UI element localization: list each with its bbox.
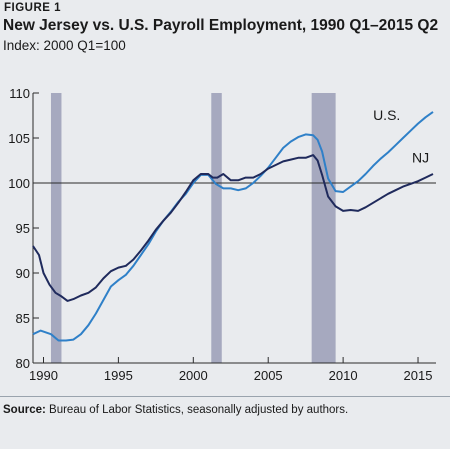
y-tick-label: 90 — [16, 266, 30, 281]
figure-label: FIGURE 1 — [4, 2, 62, 14]
y-tick-label: 110 — [9, 86, 30, 101]
series-labels: U.S. NJ — [373, 107, 429, 165]
nj-series-label: NJ — [412, 149, 429, 165]
y-tick-label: 100 — [8, 176, 30, 191]
recession-band — [311, 93, 336, 363]
y-tick-label: 80 — [16, 356, 30, 371]
x-tick-label: 1995 — [104, 368, 133, 383]
line-chart: 80 85 90 95 100 105 110 1990 1995 2000 2005 2010 201… — [8, 86, 436, 383]
x-tick-label: 2000 — [179, 368, 208, 383]
y-tick-label: 95 — [16, 221, 30, 236]
nj-line — [32, 154, 434, 302]
us-series-label: U.S. — [373, 107, 400, 123]
chart-title: New Jersey vs. U.S. Payroll Employment, … — [3, 17, 439, 34]
source-label: Source: — [3, 404, 46, 416]
x-tick-label: 1990 — [29, 368, 58, 383]
footer-divider — [0, 396, 450, 397]
x-tick-label: 2015 — [404, 368, 433, 383]
axis: 80 85 90 95 100 105 110 1990 1995 2000 2005 2010 201… — [8, 86, 436, 383]
series-lines — [32, 111, 434, 342]
chart-subtitle: Index: 2000 Q1=100 — [3, 38, 126, 53]
recession-band — [211, 93, 222, 363]
y-tick-label: 105 — [8, 131, 30, 146]
recession-band — [50, 93, 62, 363]
us-line — [32, 111, 434, 342]
source-note: Source: Bureau of Labor Statistics, seas… — [3, 404, 348, 416]
y-tick-label: 85 — [16, 311, 30, 326]
x-tick-label: 2005 — [254, 368, 283, 383]
source-text: Bureau of Labor Statistics, seasonally a… — [49, 404, 349, 416]
recession-bands — [50, 93, 336, 363]
x-tick-label: 2010 — [329, 368, 358, 383]
